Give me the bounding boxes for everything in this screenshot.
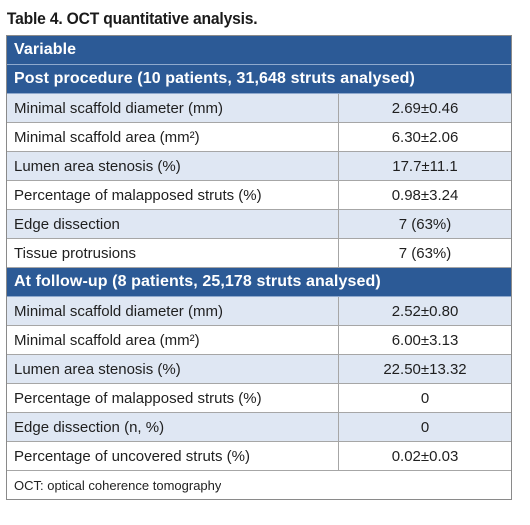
table-row: Percentage of uncovered struts (%) 0.02±… — [7, 442, 511, 471]
table-row: Tissue protrusions 7 (63%) — [7, 239, 511, 268]
table-row: Lumen area stenosis (%) 17.7±11.1 — [7, 152, 511, 181]
row-value: 22.50±13.32 — [383, 360, 467, 378]
row-label: Tissue protrusions — [7, 239, 339, 267]
table-row: Minimal scaffold area (mm²) 6.00±3.13 — [7, 326, 511, 355]
row-value: 7 (63%) — [398, 215, 452, 233]
header-variable: Variable — [14, 41, 77, 58]
section-heading-post-procedure: Post procedure (10 patients, 31,648 stru… — [7, 65, 511, 94]
table-row: Minimal scaffold diameter (mm) 2.52±0.80 — [7, 297, 511, 326]
row-value: 2.52±0.80 — [391, 302, 459, 320]
table-row: Edge dissection (n, %) 0 — [7, 413, 511, 442]
table-header-row: Variable — [7, 36, 511, 65]
row-label: Minimal scaffold area (mm²) — [7, 123, 339, 151]
row-label: Percentage of malapposed struts (%) — [7, 384, 339, 412]
section-heading: Post procedure (10 patients, 31,648 stru… — [14, 70, 415, 87]
row-value: 7 (63%) — [398, 244, 452, 262]
row-label: Percentage of uncovered struts (%) — [7, 442, 339, 470]
row-value: 6.00±3.13 — [391, 331, 459, 349]
row-value: 17.7±11.1 — [392, 157, 458, 175]
table-footnote: OCT: optical coherence tomography — [14, 477, 222, 493]
row-value: 6.30±2.06 — [391, 128, 459, 146]
row-label: Edge dissection — [7, 210, 339, 238]
row-value: 2.69±0.46 — [391, 99, 459, 117]
table-footnote-row: OCT: optical coherence tomography — [7, 471, 511, 499]
row-value: 0 — [420, 418, 430, 436]
row-label: Minimal scaffold area (mm²) — [7, 326, 339, 354]
row-label: Minimal scaffold diameter (mm) — [7, 94, 339, 122]
row-value: 0.98±3.24 — [391, 186, 459, 204]
row-value: 0.02±0.03 — [391, 447, 459, 465]
table-row: Minimal scaffold area (mm²) 6.30±2.06 — [7, 123, 511, 152]
table-row: Lumen area stenosis (%) 22.50±13.32 — [7, 355, 511, 384]
table-row: Percentage of malapposed struts (%) 0 — [7, 384, 511, 413]
table-row: Minimal scaffold diameter (mm) 2.69±0.46 — [7, 94, 511, 123]
row-label: Minimal scaffold diameter (mm) — [7, 297, 339, 325]
row-label: Percentage of malapposed struts (%) — [7, 181, 339, 209]
section-heading: At follow-up (8 patients, 25,178 struts … — [14, 273, 381, 290]
table-row: Percentage of malapposed struts (%) 0.98… — [7, 181, 511, 210]
row-label: Lumen area stenosis (%) — [7, 355, 339, 383]
row-label: Edge dissection (n, %) — [7, 413, 339, 441]
table-row: Edge dissection 7 (63%) — [7, 210, 511, 239]
row-label: Lumen area stenosis (%) — [7, 152, 339, 180]
table-title: Table 4. OCT quantitative analysis. — [6, 9, 258, 28]
oct-analysis-table: Variable Post procedure (10 patients, 31… — [6, 35, 512, 500]
section-heading-follow-up: At follow-up (8 patients, 25,178 struts … — [7, 268, 511, 297]
row-value: 0 — [420, 389, 430, 407]
